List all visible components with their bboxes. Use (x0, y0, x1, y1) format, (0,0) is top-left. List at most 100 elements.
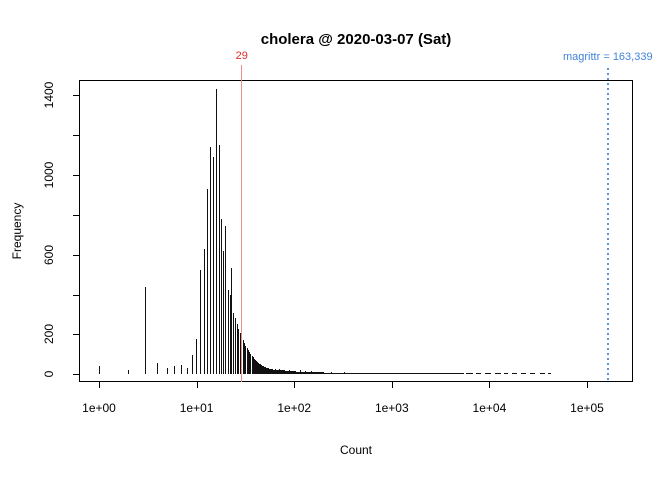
y-axis-tick (73, 374, 79, 376)
y-axis-tick (73, 95, 79, 96)
histogram-bar (191, 354, 193, 375)
histogram-tail-band (548, 373, 552, 375)
red-threshold-line (241, 65, 243, 382)
histogram-bar (271, 369, 273, 375)
plot-area (79, 80, 633, 382)
histogram-bar (245, 345, 247, 375)
histogram-bar (196, 339, 198, 375)
histogram-tail-band (362, 372, 388, 375)
histogram-bar (266, 367, 268, 375)
histogram-bar (254, 359, 256, 375)
histogram-bar (186, 368, 188, 375)
histogram-bar (231, 267, 233, 375)
histogram-bar (264, 366, 266, 375)
chart-title: cholera @ 2020-03-07 (Sat) (260, 31, 452, 48)
histogram-bar (216, 89, 218, 375)
histogram-bar (223, 250, 225, 375)
histogram-bar (145, 286, 147, 375)
histogram-bar (180, 365, 182, 375)
histogram-bar (260, 364, 262, 375)
histogram-tail-band (272, 369, 285, 375)
histogram-tail-band (340, 372, 363, 375)
histogram-bar (207, 188, 209, 375)
histogram-bar (257, 362, 259, 375)
histogram-bar (270, 368, 272, 375)
histogram-bar (263, 366, 265, 375)
histogram-bar (157, 363, 159, 375)
histogram-bar (221, 218, 222, 375)
histogram-bar (227, 289, 229, 375)
x-axis-tick (294, 382, 296, 388)
histogram-bar (98, 366, 100, 375)
x-axis-tick-label: 1e+00 (82, 401, 116, 415)
histogram-bar (267, 368, 269, 375)
histogram-bar (258, 363, 260, 375)
histogram-bar (251, 355, 253, 375)
x-axis-tick (391, 382, 393, 388)
histogram-bar (252, 357, 254, 375)
histogram-bar (213, 156, 215, 375)
y-axis-tick-label: 0 (42, 370, 56, 378)
x-axis-tick-label: 1e+03 (374, 401, 409, 415)
magrittr-dotted-line (606, 68, 609, 381)
histogram-bar (244, 343, 246, 375)
histogram-bar (234, 318, 236, 375)
histogram-tail-band (323, 372, 341, 375)
histogram-tail-band (503, 373, 508, 375)
histogram-bar (166, 368, 168, 375)
histogram-bar (236, 324, 238, 375)
histogram-bar (229, 294, 231, 375)
y-axis-tick (73, 174, 79, 176)
histogram-tail-band (411, 373, 439, 375)
histogram-bar (269, 368, 271, 375)
histogram-tail-band (466, 373, 474, 375)
histogram-tail-band (511, 373, 517, 375)
histogram-bar (250, 354, 252, 375)
histogram-bar (225, 225, 227, 375)
histogram-bar (262, 365, 264, 375)
histogram-tail-band (438, 373, 465, 375)
histogram-tail-band (308, 372, 324, 375)
histogram-tail-band (529, 373, 535, 375)
y-axis-tick (73, 254, 79, 256)
histogram-tail-band (495, 373, 501, 375)
x-axis-tick-label: 1e+04 (472, 401, 507, 415)
x-axis-title: Count (339, 443, 373, 457)
x-axis-tick (489, 382, 491, 388)
y-axis-tick (73, 334, 79, 336)
histogram-tail-band (296, 371, 309, 375)
x-axis-tick (196, 382, 198, 388)
histogram-tail-band (540, 373, 545, 375)
histogram-bar (246, 348, 248, 375)
x-axis-tick-label: 1e+05 (570, 401, 604, 415)
histogram-tail-band (476, 373, 482, 375)
histogram-bar (233, 313, 235, 375)
histogram-tail-band (520, 373, 526, 375)
histogram-bar (239, 333, 241, 375)
x-axis-tick-label: 1e+02 (277, 401, 312, 415)
x-axis-tick (99, 382, 100, 388)
y-axis-title: Frequency (10, 202, 24, 260)
histogram-bar (259, 364, 261, 375)
y-axis-tick-label: 200 (42, 324, 56, 345)
histogram-bar (265, 367, 267, 375)
histogram-bar (269, 368, 271, 375)
histogram-bar (200, 269, 202, 375)
histogram-bar (174, 365, 176, 375)
y-axis-tick (73, 214, 79, 216)
histogram-bar (255, 360, 257, 375)
histogram-bar (265, 367, 267, 375)
histogram-bar (238, 329, 240, 375)
x-axis-tick (587, 382, 588, 388)
red-threshold-label: 29 (235, 50, 248, 62)
histogram-bar (210, 146, 212, 375)
histogram-bar (268, 368, 270, 375)
y-axis-tick-label: 600 (42, 244, 56, 265)
histogram-tail-band (284, 371, 297, 375)
x-axis-tick-label: 1e+01 (179, 401, 214, 415)
y-axis-tick-label: 1000 (42, 161, 56, 189)
histogram-bar (253, 358, 255, 375)
magrittr-count-label: magrittr = 163,339 (563, 51, 653, 63)
histogram-bar (261, 365, 263, 375)
histogram-tail-band (484, 373, 492, 375)
